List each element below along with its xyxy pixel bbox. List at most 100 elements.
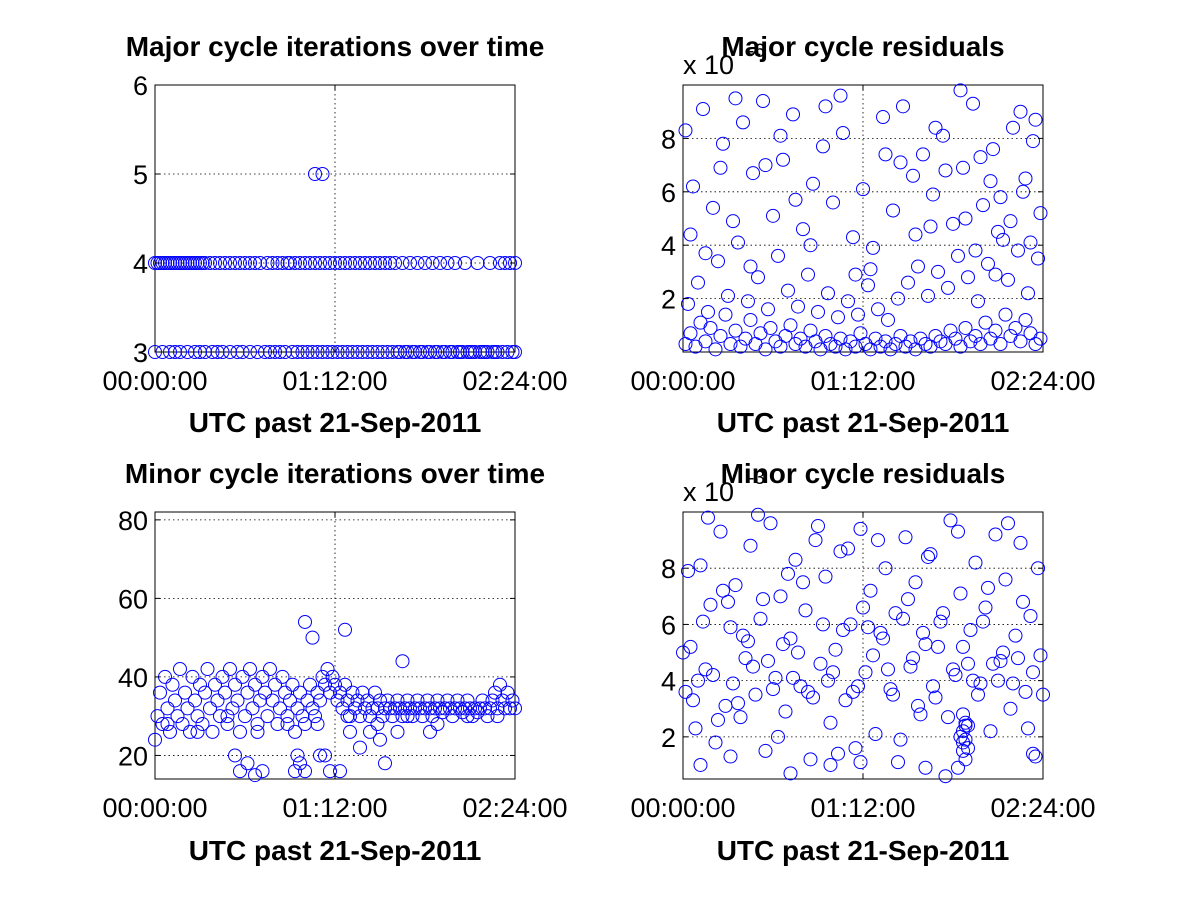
data-point [423,724,437,739]
data-point [245,701,260,716]
data-point [1028,112,1043,127]
data-point [218,685,232,700]
data-point [741,634,755,649]
data-point [455,705,470,720]
data-point [893,732,908,747]
data-point [701,304,715,319]
data-point [345,345,360,359]
data-point [781,283,795,298]
data-point [315,167,330,181]
data-point [433,701,447,716]
data-point [473,701,487,716]
data-point [961,270,975,285]
data-point [791,299,805,314]
data-point [738,651,753,666]
chart-title: Major cycle residuals [721,31,1004,62]
data-point [958,320,973,335]
data-point [265,256,280,270]
data-point [993,336,1008,351]
data-point [338,677,352,692]
data-point [285,345,300,359]
data-point [801,267,815,282]
data-point [288,724,302,739]
data-point [968,243,983,258]
data-point [323,685,337,700]
x-axis-label: UTC past 21-Sep-2011 [717,407,1010,438]
data-point [906,168,920,183]
data-point [460,693,475,708]
data-point [891,291,905,306]
data-point [703,597,718,612]
data-point [688,721,703,736]
data-point [976,614,990,629]
data-point [265,693,280,708]
data-point [736,628,750,643]
data-point [323,256,337,270]
data-point [876,631,890,646]
data-point [230,693,245,708]
data-point [268,677,282,692]
data-point [786,670,800,685]
data-point [448,701,462,716]
data-point [853,755,868,770]
data-point [163,724,177,739]
data-point [503,701,517,716]
data-point [698,662,713,677]
data-point [403,256,417,270]
data-point [871,302,885,317]
data-point [931,264,945,279]
data-point [771,729,785,744]
data-point [871,533,885,548]
y-tick-label: 4 [661,667,676,697]
data-point [280,709,295,724]
data-point [696,102,710,117]
data-point [405,709,420,724]
y-tick-label: 8 [661,124,676,154]
data-point [355,345,370,359]
data-point [368,256,382,270]
data-point [713,160,728,175]
x-tick-label: 00:00:00 [630,793,735,823]
data-point [293,756,307,771]
data-point [796,222,810,237]
data-point [816,617,830,632]
data-point [210,693,225,708]
data-point [440,693,455,708]
data-point [305,345,320,359]
gridlines [683,85,1043,352]
data-point [1021,721,1035,736]
data-point [996,232,1010,247]
data-point [963,623,978,638]
data-point [170,709,185,724]
data-point [961,656,975,671]
data-point [295,345,310,359]
data-point [313,256,327,270]
chart-title: Major cycle iterations over time [126,31,545,62]
data-point [753,611,768,626]
gridlines [155,512,515,779]
data-point [746,166,760,181]
data-point [741,294,755,309]
data-point [1023,235,1038,250]
data-point [743,259,758,274]
chart-title: Minor cycle residuals [721,458,1006,489]
data-point [383,701,397,716]
x-tick-label: 01:12:00 [810,366,915,396]
axis-ticks: 00:00:00 01:12:00 02:24:00 3 4 5 6 [102,71,567,396]
data-point [961,741,975,756]
data-point [726,676,740,691]
data-point [153,685,167,700]
data-point [818,99,833,114]
data-point [268,345,282,359]
y-tick-label: 4 [661,231,676,261]
plot-area [682,511,1044,780]
data-point [976,198,990,213]
data-point [851,679,865,694]
data-point [1028,749,1043,764]
data-point [200,662,215,677]
data-point [978,600,993,615]
data-point [938,769,953,784]
data-point [188,693,202,708]
y-exponent-label: x 10 [683,477,734,507]
data-point [748,687,763,702]
